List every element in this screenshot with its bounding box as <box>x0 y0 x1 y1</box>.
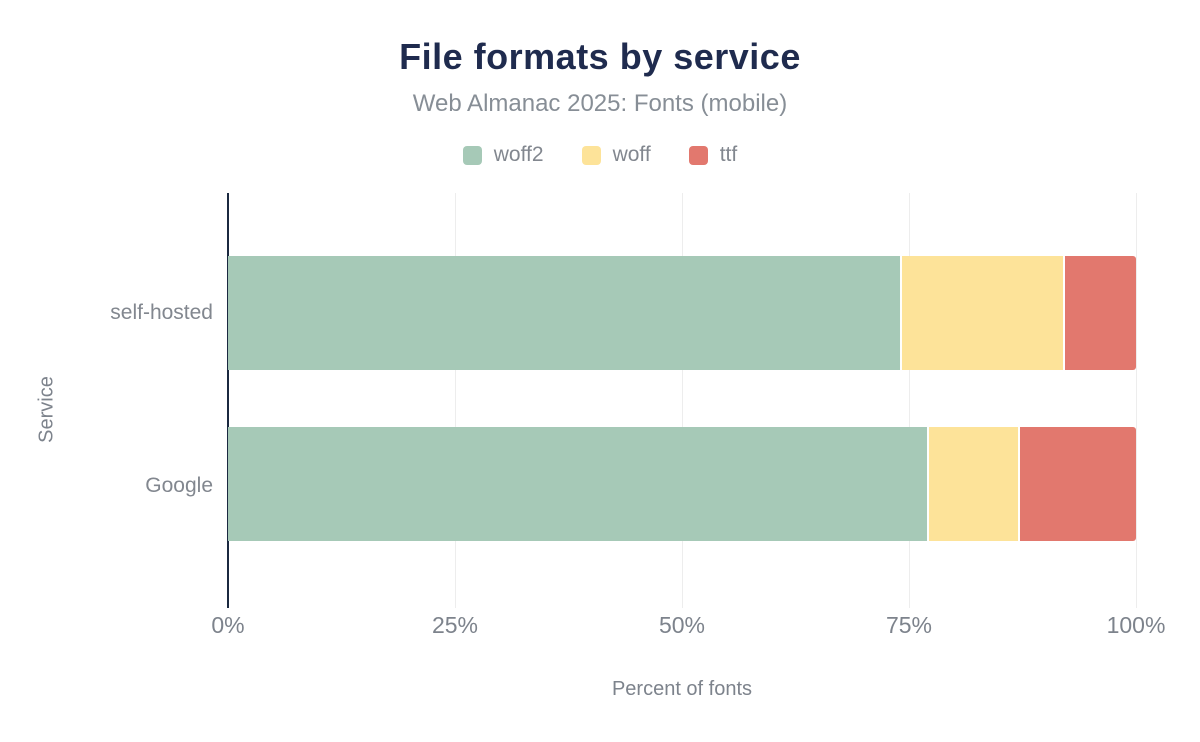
bar-segment-Google-woff2 <box>228 427 928 541</box>
legend-swatch-ttf <box>688 145 708 165</box>
x-tick-label: 75% <box>885 612 933 638</box>
gridline-75% <box>909 193 910 608</box>
gridline-50% <box>682 193 683 608</box>
y-tick-label-Google: Google <box>145 474 213 497</box>
legend: woff2 woff ttf <box>0 143 1200 167</box>
bar-self-hosted <box>228 256 1136 370</box>
legend-label: ttf <box>719 143 738 166</box>
bar-segment-Google-ttf <box>1017 427 1136 541</box>
bar-Google <box>228 427 1136 541</box>
plot-area <box>227 193 1137 608</box>
legend-item-woff[interactable]: woff <box>581 143 651 167</box>
legend-label: woff <box>612 143 651 166</box>
x-tick-label: 50% <box>658 612 706 638</box>
bar-segment-self-hosted-woff2 <box>228 256 900 370</box>
legend-swatch-woff2 <box>462 145 482 165</box>
legend-swatch-woff <box>581 145 601 165</box>
x-tick-label: 100% <box>1106 612 1166 638</box>
chart-title: File formats by service <box>399 36 801 77</box>
legend-item-woff2[interactable]: woff2 <box>462 143 544 167</box>
bar-segment-self-hosted-ttf <box>1063 256 1136 370</box>
chart-subtitle: Web Almanac 2025: Fonts (mobile) <box>412 90 788 117</box>
bar-segment-Google-woff <box>927 427 1018 541</box>
x-tick-label: 0% <box>211 612 245 638</box>
x-tick-label: 25% <box>431 612 479 638</box>
x-axis-title: Percent of fonts <box>611 678 753 700</box>
legend-item-ttf[interactable]: ttf <box>688 143 738 167</box>
y-axis-line <box>227 193 229 608</box>
legend-label: woff2 <box>493 143 544 166</box>
bar-segment-self-hosted-woff <box>899 256 1064 370</box>
gridline-100% <box>1136 193 1137 608</box>
gridline-25% <box>455 193 456 608</box>
y-tick-label-self-hosted: self-hosted <box>110 301 213 324</box>
